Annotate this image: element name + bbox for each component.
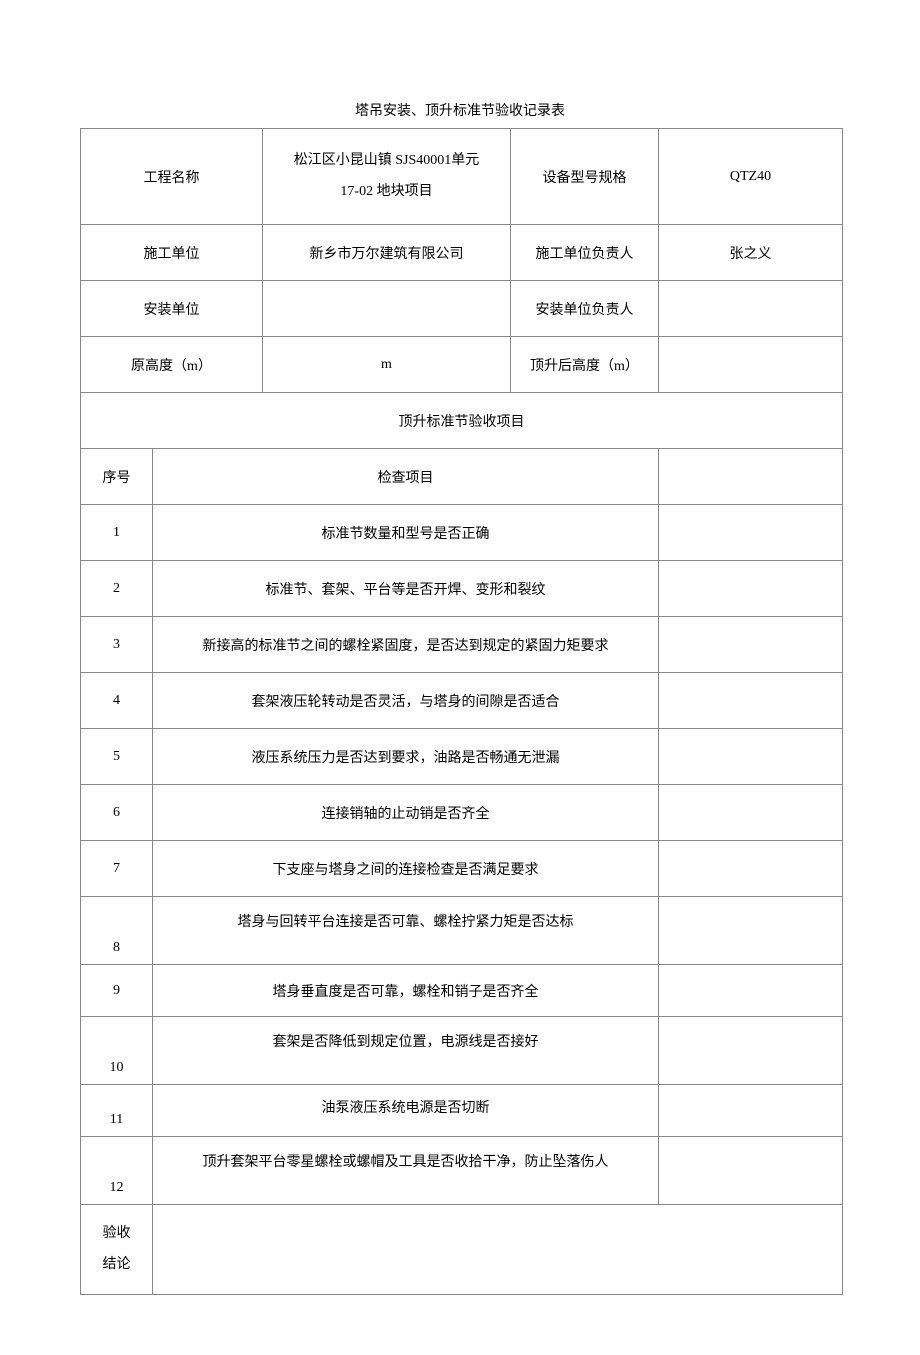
item-text: 油泵液压系统电源是否切断 [153, 1085, 659, 1137]
install-unit-value [263, 281, 511, 337]
orig-height-label: 原高度（m） [81, 337, 263, 393]
col-header-result [659, 449, 843, 505]
item-text: 塔身垂直度是否可靠，螺栓和销子是否齐全 [153, 965, 659, 1017]
item-num: 7 [81, 841, 153, 897]
item-text: 液压系统压力是否达到要求，油路是否畅通无泄漏 [153, 729, 659, 785]
item-num: 1 [81, 505, 153, 561]
equip-model-value: QTZ40 [659, 129, 843, 225]
item-result [659, 673, 843, 729]
item-result [659, 729, 843, 785]
item-num: 4 [81, 673, 153, 729]
after-height-label: 顶升后高度（m） [511, 337, 659, 393]
item-text: 套架液压轮转动是否灵活，与塔身的间隙是否适合 [153, 673, 659, 729]
item-result [659, 785, 843, 841]
install-leader-label: 安装单位负责人 [511, 281, 659, 337]
item-num: 3 [81, 617, 153, 673]
item-num: 2 [81, 561, 153, 617]
item-text: 标准节数量和型号是否正确 [153, 505, 659, 561]
item-result [659, 505, 843, 561]
after-height-value [659, 337, 843, 393]
page-title: 塔吊安装、顶升标准节验收记录表 [80, 100, 840, 120]
item-num: 8 [81, 897, 153, 965]
item-result [659, 897, 843, 965]
item-text: 标准节、套架、平台等是否开焊、变形和裂纹 [153, 561, 659, 617]
item-text: 连接销轴的止动销是否齐全 [153, 785, 659, 841]
orig-height-value: m [263, 337, 511, 393]
item-text: 顶升套架平台零星螺栓或螺帽及工具是否收拾干净，防止坠落伤人 [153, 1137, 659, 1205]
item-num: 6 [81, 785, 153, 841]
item-text: 新接高的标准节之间的螺栓紧固度，是否达到规定的紧固力矩要求 [153, 617, 659, 673]
section-title: 顶升标准节验收项目 [81, 393, 843, 449]
item-text: 塔身与回转平台连接是否可靠、螺栓拧紧力矩是否达标 [153, 897, 659, 965]
col-header-num: 序号 [81, 449, 153, 505]
item-num: 9 [81, 965, 153, 1017]
construction-leader-value: 张之义 [659, 225, 843, 281]
item-num: 11 [81, 1085, 153, 1137]
project-name-value: 松江区小昆山镇 SJS40001单元17-02 地块项目 [263, 129, 511, 225]
item-text: 下支座与塔身之间的连接检查是否满足要求 [153, 841, 659, 897]
item-result [659, 617, 843, 673]
item-result [659, 1137, 843, 1205]
conclusion-value [153, 1205, 843, 1295]
item-result [659, 965, 843, 1017]
construction-unit-label: 施工单位 [81, 225, 263, 281]
item-text: 套架是否降低到规定位置，电源线是否接好 [153, 1017, 659, 1085]
construction-unit-value: 新乡市万尔建筑有限公司 [263, 225, 511, 281]
item-result [659, 1085, 843, 1137]
install-unit-label: 安装单位 [81, 281, 263, 337]
col-header-item: 检查项目 [153, 449, 659, 505]
item-result [659, 561, 843, 617]
conclusion-label: 验收 结论 [81, 1205, 153, 1295]
item-num: 10 [81, 1017, 153, 1085]
project-name-label: 工程名称 [81, 129, 263, 225]
install-leader-value [659, 281, 843, 337]
item-result [659, 841, 843, 897]
item-num: 5 [81, 729, 153, 785]
item-result [659, 1017, 843, 1085]
equip-model-label: 设备型号规格 [511, 129, 659, 225]
inspection-table: 工程名称 松江区小昆山镇 SJS40001单元17-02 地块项目 设备型号规格… [80, 128, 843, 1295]
item-num: 12 [81, 1137, 153, 1205]
construction-leader-label: 施工单位负责人 [511, 225, 659, 281]
